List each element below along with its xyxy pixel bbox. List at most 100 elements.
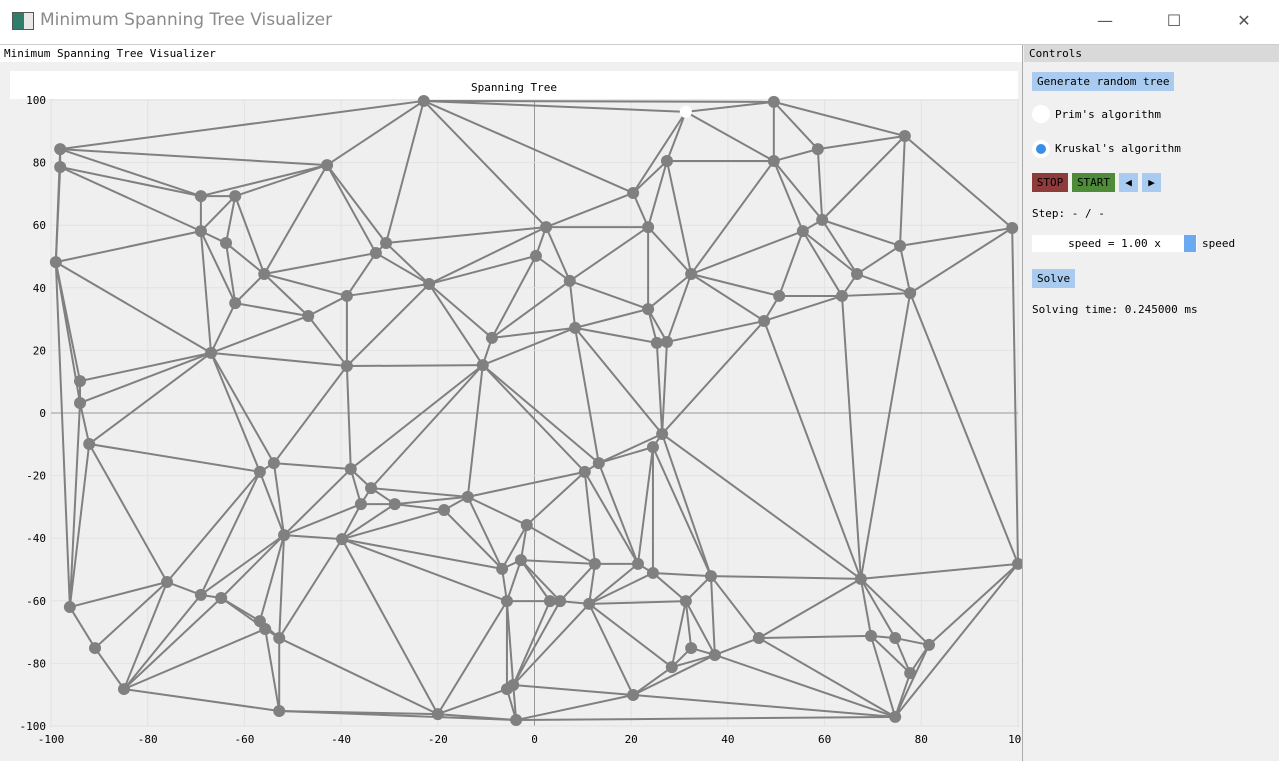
graph-node[interactable] — [194, 225, 207, 238]
graph-plot[interactable]: -100 -80 -60 -40 -20 0 20 40 60 80 100 100 80 60 40 20 0… — [0, 0, 1022, 761]
graph-node[interactable] — [194, 190, 207, 203]
graph-node[interactable] — [215, 591, 228, 604]
graph-node[interactable] — [642, 303, 655, 316]
graph-node[interactable] — [646, 441, 659, 454]
graph-node[interactable] — [118, 683, 131, 696]
graph-node[interactable] — [578, 465, 591, 478]
graph-node[interactable] — [554, 595, 567, 608]
graph-node[interactable] — [520, 519, 533, 532]
graph-node[interactable] — [583, 597, 596, 610]
kruskal-radio[interactable] — [1032, 140, 1050, 158]
generate-random-tree-button[interactable]: Generate random tree — [1032, 72, 1175, 91]
graph-node[interactable] — [904, 287, 917, 300]
graph-node[interactable] — [344, 463, 357, 476]
graph-node[interactable] — [194, 588, 207, 601]
graph-node[interactable] — [898, 129, 911, 142]
graph-node[interactable] — [540, 221, 553, 234]
graph-node[interactable] — [259, 622, 272, 635]
graph-node[interactable] — [796, 225, 809, 238]
graph-node[interactable] — [220, 237, 233, 250]
stop-button[interactable]: STOP — [1032, 173, 1068, 192]
graph-node[interactable] — [273, 632, 286, 645]
graph-node[interactable] — [529, 249, 542, 262]
graph-node[interactable] — [816, 213, 829, 226]
graph-node[interactable] — [685, 642, 698, 655]
graph-node[interactable] — [507, 678, 520, 691]
graph-node[interactable] — [679, 595, 692, 608]
graph-node[interactable] — [369, 247, 382, 260]
graph-node[interactable] — [773, 289, 786, 302]
graph-node[interactable] — [83, 437, 96, 450]
graph-node[interactable] — [380, 237, 393, 250]
graph-node[interactable] — [336, 533, 349, 546]
graph-node[interactable] — [767, 155, 780, 168]
graph-node[interactable] — [476, 359, 489, 372]
graph-node[interactable] — [685, 268, 698, 281]
close-button[interactable]: ✕ — [1237, 11, 1251, 30]
graph-node[interactable] — [54, 143, 67, 156]
graph-node[interactable] — [510, 714, 523, 727]
graph-node[interactable] — [904, 667, 917, 680]
graph-node[interactable] — [569, 321, 582, 334]
graph-node[interactable] — [752, 632, 765, 645]
graph-node[interactable] — [340, 289, 353, 302]
graph-node[interactable] — [588, 557, 601, 570]
graph-node[interactable] — [1006, 222, 1019, 235]
graph-node[interactable] — [889, 710, 902, 723]
graph-node[interactable] — [54, 160, 67, 173]
graph-node[interactable] — [708, 648, 721, 661]
graph-node[interactable] — [388, 498, 401, 511]
graph-node[interactable] — [438, 504, 451, 517]
graph-node[interactable] — [321, 159, 334, 172]
speed-slider-handle[interactable] — [1184, 235, 1196, 252]
graph-node[interactable] — [365, 482, 378, 495]
graph-node[interactable] — [267, 457, 280, 470]
graph-node[interactable] — [431, 708, 444, 721]
graph-node[interactable] — [229, 297, 242, 310]
graph-node[interactable] — [660, 335, 673, 348]
graph-node[interactable] — [354, 498, 367, 511]
graph-node[interactable] — [49, 256, 62, 269]
kruskal-label[interactable]: Kruskal's algorithm — [1055, 142, 1181, 155]
start-button[interactable]: START — [1072, 173, 1115, 192]
graph-node[interactable] — [811, 143, 824, 156]
graph-node[interactable] — [258, 268, 271, 281]
graph-node[interactable] — [767, 95, 780, 108]
graph-node[interactable] — [500, 595, 513, 608]
graph-node[interactable] — [665, 661, 678, 674]
graph-node[interactable] — [642, 221, 655, 234]
graph-node[interactable] — [253, 465, 266, 478]
graph-node[interactable] — [894, 239, 907, 252]
graph-node[interactable] — [74, 396, 87, 409]
speed-slider[interactable]: speed = 1.00 x — [1032, 235, 1197, 252]
graph-node[interactable] — [302, 309, 315, 322]
previous-step-button[interactable]: ◀ — [1119, 173, 1138, 192]
graph-node[interactable] — [679, 105, 692, 118]
graph-node[interactable] — [1012, 557, 1022, 570]
graph-node[interactable] — [627, 186, 640, 199]
next-step-button[interactable]: ▶ — [1142, 173, 1161, 192]
graph-node[interactable] — [704, 570, 717, 583]
graph-node[interactable] — [758, 314, 771, 327]
graph-node[interactable] — [836, 289, 849, 302]
minimize-button[interactable]: — — [1097, 11, 1113, 30]
graph-node[interactable] — [273, 704, 286, 717]
graph-node[interactable] — [340, 360, 353, 373]
graph-node[interactable] — [63, 601, 76, 614]
graph-node[interactable] — [923, 638, 936, 651]
graph-node[interactable] — [592, 457, 605, 470]
graph-node[interactable] — [646, 566, 659, 579]
graph-node[interactable] — [161, 576, 174, 589]
graph-node[interactable] — [205, 346, 218, 359]
graph-node[interactable] — [543, 595, 556, 608]
graph-node[interactable] — [514, 554, 527, 567]
graph-node[interactable] — [423, 278, 436, 291]
graph-node[interactable] — [496, 562, 509, 575]
graph-node[interactable] — [229, 190, 242, 203]
graph-node[interactable] — [563, 274, 576, 287]
graph-node[interactable] — [278, 529, 291, 542]
graph-node[interactable] — [485, 331, 498, 344]
graph-node[interactable] — [417, 94, 430, 107]
graph-node[interactable] — [631, 557, 644, 570]
graph-node[interactable] — [865, 629, 878, 642]
